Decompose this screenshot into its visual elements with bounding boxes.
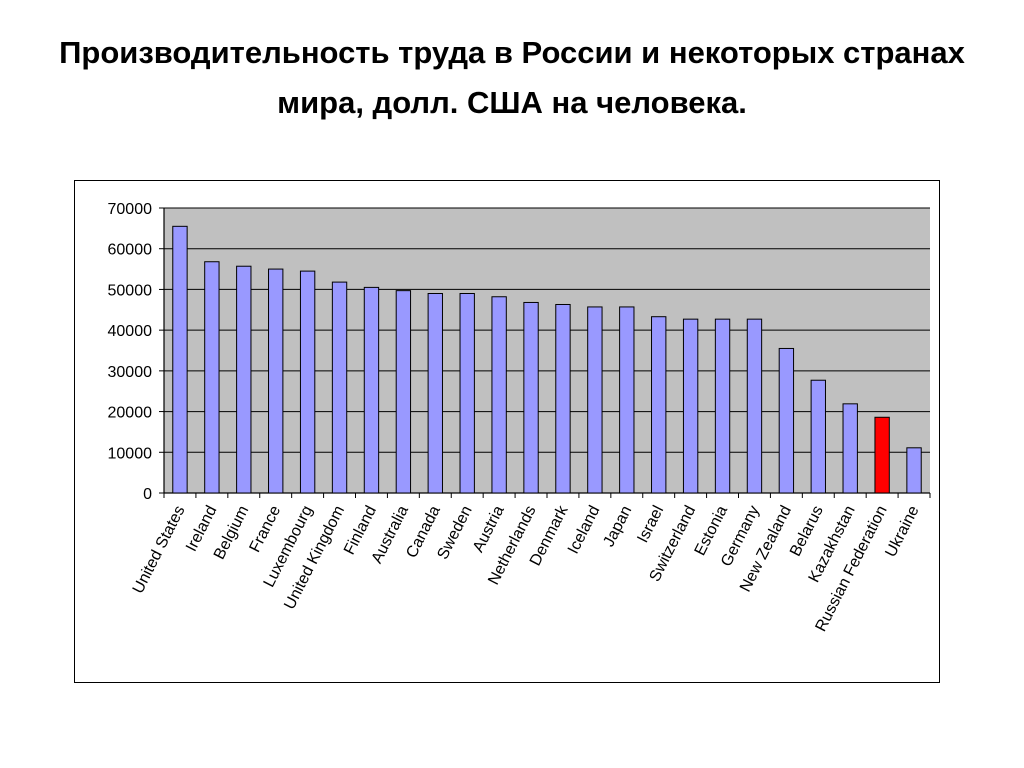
- x-category-label: Japan: [600, 503, 635, 550]
- bar: [204, 261, 220, 494]
- y-tick-label: 10000: [108, 445, 153, 462]
- bar: [778, 347, 795, 494]
- slide-title: Производительность труда в России и неко…: [59, 35, 965, 120]
- x-category-label: Israel: [634, 503, 667, 546]
- y-tick-label: 60000: [108, 242, 153, 259]
- bar: [427, 293, 443, 494]
- bar: [906, 447, 922, 494]
- bar: [746, 318, 763, 494]
- bar: [395, 290, 412, 494]
- bar: [523, 301, 539, 494]
- bar: [714, 318, 731, 494]
- bar: [268, 268, 284, 494]
- y-tick-label: 0: [143, 486, 152, 503]
- bar: [331, 281, 348, 494]
- bar: [236, 265, 252, 494]
- bar: [299, 270, 316, 494]
- y-tick-label: 30000: [108, 364, 153, 381]
- bar: [363, 286, 380, 494]
- bar: [842, 403, 858, 494]
- bar: [587, 306, 603, 494]
- bar: [619, 306, 635, 494]
- x-category-label: United States: [130, 503, 189, 596]
- bar: [810, 379, 826, 494]
- bar: [172, 225, 188, 494]
- bar: [555, 303, 571, 494]
- y-tick-label: 70000: [108, 201, 153, 218]
- bar: [682, 318, 699, 494]
- y-tick-label: 20000: [108, 405, 153, 422]
- bar: [874, 416, 890, 494]
- y-tick-label: 40000: [108, 323, 153, 340]
- bar: [651, 316, 667, 494]
- bar: [491, 296, 507, 494]
- bar: [459, 293, 475, 494]
- y-tick-label: 50000: [108, 282, 153, 299]
- plot-area: [164, 208, 930, 493]
